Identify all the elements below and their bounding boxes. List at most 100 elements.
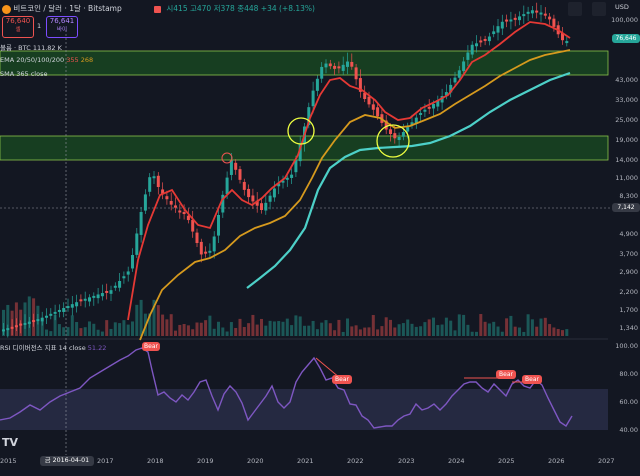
symbol-header[interactable]: 비트코인 / 달러 · 1달 · Bitstamp	[2, 3, 122, 14]
volume-bar	[204, 320, 208, 336]
volume-bar	[462, 314, 466, 336]
candle	[32, 320, 36, 323]
rsi-line	[0, 347, 573, 429]
bear-label: Bear	[522, 375, 542, 384]
volume-bar	[260, 318, 263, 336]
candle	[260, 203, 263, 210]
volume-bar	[358, 329, 362, 336]
volume-bar	[281, 321, 285, 336]
candle	[543, 13, 547, 16]
volume-bar	[70, 315, 74, 336]
volume-bar	[371, 315, 375, 336]
time-label: 2024	[448, 457, 465, 465]
spread: 1	[37, 22, 42, 30]
volume-bar	[135, 304, 139, 336]
time-label: 2021	[297, 457, 314, 465]
volume-bar	[320, 322, 324, 336]
candle	[449, 84, 453, 93]
volume-bar	[496, 326, 500, 336]
buy-button[interactable]: 76,641 바이	[46, 16, 78, 38]
volume-bar	[156, 305, 160, 336]
volume-bar	[384, 317, 388, 336]
candle	[88, 297, 91, 302]
candle	[509, 19, 513, 22]
time-label: 2027	[598, 457, 615, 465]
candle	[285, 177, 289, 180]
volume-bar	[251, 314, 255, 336]
volume-bar	[561, 330, 564, 336]
bear-label: Bear	[332, 375, 352, 384]
candle	[337, 66, 341, 69]
price-label: 19,000	[615, 136, 638, 144]
candle	[320, 66, 324, 79]
volume-bar	[294, 315, 298, 336]
candle	[14, 325, 18, 328]
volume-bar	[66, 327, 70, 336]
candle	[204, 251, 208, 254]
candle	[315, 78, 319, 91]
volume-bar	[548, 324, 552, 336]
candle	[346, 61, 349, 67]
volume-bar	[208, 315, 212, 336]
currency-label[interactable]: USD	[615, 3, 629, 11]
price-label: 3,700	[619, 250, 638, 258]
volume-bar	[457, 314, 461, 336]
volume-bar	[277, 321, 281, 336]
candle	[126, 271, 130, 275]
volume-bar	[522, 331, 526, 336]
time-label: 2026	[548, 457, 565, 465]
time-label: 2020	[247, 457, 264, 465]
candle	[19, 323, 23, 326]
volume-bar	[45, 329, 48, 336]
candle	[148, 177, 152, 192]
candle	[161, 189, 165, 194]
candle	[234, 162, 238, 170]
candle	[414, 117, 418, 124]
candle	[453, 77, 457, 83]
sell-button[interactable]: 76,640 셀	[2, 16, 34, 38]
candle	[496, 26, 500, 33]
cursor-date-badge: 금 2016-04-01	[40, 456, 94, 466]
volume-bar	[109, 328, 113, 336]
candle	[131, 255, 134, 269]
ema-label: EMA 20/50/100/200 355 268	[0, 56, 94, 64]
rsi-axis-label: 60.00	[619, 398, 638, 406]
volume-bar	[199, 322, 203, 336]
volume-bar	[272, 321, 276, 336]
candle	[79, 299, 83, 302]
volume-bar	[165, 319, 169, 336]
candle	[109, 290, 113, 294]
volume-bar	[432, 317, 435, 336]
candle	[225, 177, 229, 195]
candle	[565, 41, 569, 44]
drawing-tool-icon[interactable]	[568, 2, 582, 16]
price-label: 100,000	[611, 16, 638, 24]
candle	[518, 16, 521, 21]
candle	[470, 44, 474, 55]
volume-bar	[543, 317, 547, 336]
volume-bar	[255, 324, 259, 336]
candle	[229, 160, 233, 175]
volume-bar	[2, 309, 5, 336]
candle	[548, 16, 552, 20]
candle	[2, 329, 5, 332]
candle	[419, 112, 423, 115]
price-label: 8,300	[619, 192, 638, 200]
candle	[53, 311, 57, 314]
volume-bar	[161, 314, 165, 336]
rsi-axis-label: 40.00	[619, 426, 638, 434]
volume-bar	[264, 325, 268, 336]
volume-bar	[148, 313, 152, 336]
rsi-axis-label: 100.00	[615, 342, 638, 350]
candle	[367, 96, 371, 105]
volume-bar	[354, 325, 358, 336]
volume-bar	[152, 299, 156, 336]
candle	[45, 315, 48, 318]
candle	[186, 215, 190, 221]
volume-bar	[57, 324, 61, 336]
candle	[466, 52, 470, 60]
candle	[483, 38, 487, 41]
more-icon[interactable]	[592, 2, 606, 16]
volume-bar	[410, 323, 414, 336]
